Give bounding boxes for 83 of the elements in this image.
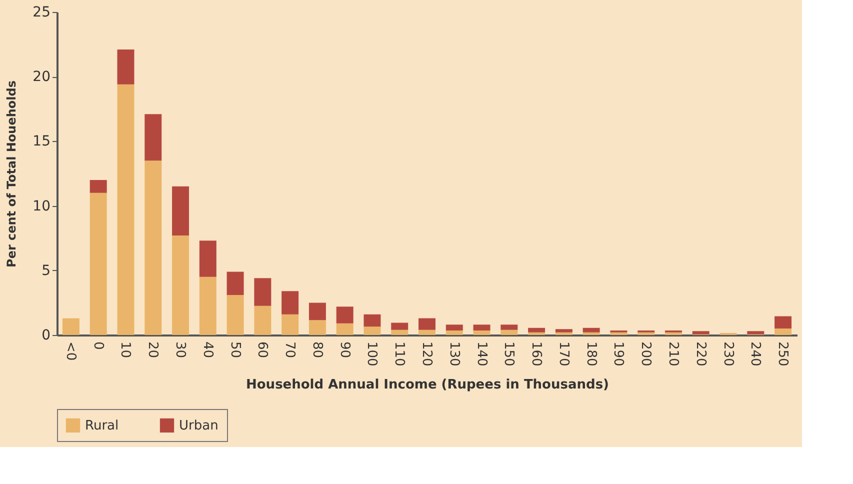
x-tick-label: 0 (90, 342, 106, 350)
bar (117, 49, 134, 84)
bar (500, 324, 518, 330)
bar (364, 314, 381, 327)
bar (336, 306, 354, 324)
bar (282, 291, 299, 314)
y-tick-label: 25 (32, 4, 50, 20)
x-tick-label: 220 (692, 342, 708, 366)
bar (308, 320, 326, 335)
x-tick-label: 200 (638, 342, 654, 366)
bar (199, 276, 216, 335)
x-tick-label: 210 (665, 342, 680, 366)
bar (62, 318, 80, 335)
x-tick-label: 50 (227, 342, 242, 358)
bar (692, 331, 710, 334)
bar (473, 324, 490, 330)
x-tick-label: 110 (392, 342, 407, 366)
bar (90, 180, 107, 193)
bar (528, 328, 546, 332)
bar (391, 330, 408, 335)
x-tick-label: 160 (528, 342, 544, 366)
bar (774, 328, 792, 335)
x-tick-label: 130 (446, 342, 462, 366)
x-tick-label: 80 (309, 342, 324, 358)
bar (144, 160, 162, 335)
x-axis-title: Household Annual Income (Rupees in Thousands) (246, 377, 609, 392)
bar (446, 330, 463, 335)
bar (582, 332, 600, 335)
bar (364, 326, 381, 335)
y-tick-label: 15 (32, 134, 50, 150)
bar (528, 332, 546, 335)
x-tick-label: 190 (610, 342, 626, 366)
legend-label: Urban (179, 418, 218, 434)
x-tick-label: 240 (748, 342, 763, 366)
bar (336, 323, 354, 335)
x-tick-label: 140 (474, 342, 489, 366)
bar (199, 240, 216, 277)
x-tick-label: 70 (282, 342, 298, 358)
bar (446, 324, 463, 330)
bar (254, 306, 272, 335)
bar (172, 186, 190, 236)
bar (144, 114, 162, 161)
bar (555, 329, 572, 332)
bar (774, 316, 792, 329)
x-tick-label: 120 (419, 342, 434, 366)
x-tick-label: 180 (583, 342, 598, 366)
y-tick-label: 10 (32, 198, 50, 214)
x-tick-label: 100 (364, 342, 380, 366)
bar (747, 331, 764, 334)
bar (90, 192, 107, 335)
bar (500, 330, 518, 335)
x-tick-label: 30 (172, 342, 188, 358)
bar (117, 84, 134, 335)
bar (610, 332, 628, 335)
x-tick-label: <0 (62, 342, 78, 361)
x-tick-label: 170 (556, 342, 571, 366)
x-tick-label: 60 (254, 342, 270, 358)
x-tick-label: 10 (118, 342, 133, 358)
y-tick-label: 20 (32, 69, 50, 86)
x-tick-label: 20 (145, 342, 160, 358)
y-tick-label: 5 (42, 262, 50, 279)
bar (418, 330, 436, 335)
x-tick-label: 40 (200, 342, 215, 358)
bar (555, 332, 572, 335)
y-axis-title: Per cent of Total Houeholds (4, 80, 19, 268)
x-tick-label: 230 (720, 342, 736, 366)
x-tick-label: 250 (775, 342, 790, 366)
bar (391, 322, 408, 330)
bar (226, 272, 244, 295)
legend-label: Rural (85, 418, 119, 434)
bar (226, 294, 244, 335)
x-tick-label: 150 (501, 342, 516, 366)
bar (473, 330, 490, 335)
bar (638, 332, 655, 335)
bar (308, 302, 326, 320)
bar (282, 314, 299, 335)
bar (172, 236, 190, 335)
bar (418, 318, 436, 330)
bar (582, 328, 600, 332)
y-tick-label: 0 (42, 328, 50, 344)
bar (664, 332, 682, 335)
bar (254, 278, 272, 306)
x-tick-label: 90 (336, 342, 352, 358)
